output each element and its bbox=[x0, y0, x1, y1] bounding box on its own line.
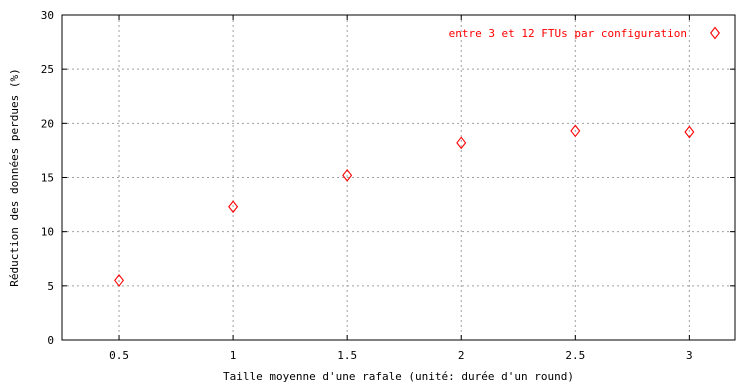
y-axis-title: Réduction des données perdues (%) bbox=[8, 68, 21, 287]
data-points bbox=[114, 124, 695, 287]
axis-ticks: 0 5 10 15 20 25 30 0.5 1 1.5 2 2.5 3 bbox=[41, 9, 735, 362]
x-tick-label: 3 bbox=[686, 349, 693, 362]
x-axis-title: Taille moyenne d'une rafale (unité: duré… bbox=[223, 370, 574, 383]
x-tick-label: 1.5 bbox=[337, 349, 357, 362]
data-point bbox=[342, 168, 353, 182]
y-tick-label: 5 bbox=[47, 280, 54, 293]
y-tick-label: 0 bbox=[47, 334, 54, 347]
legend-label-series-1: entre 3 et 12 FTUs par configuration bbox=[449, 27, 687, 40]
x-tick-label: 0.5 bbox=[109, 349, 129, 362]
x-tick-label: 2.5 bbox=[565, 349, 585, 362]
x-tick-label: 1 bbox=[230, 349, 237, 362]
data-point bbox=[570, 124, 581, 138]
y-tick-label: 10 bbox=[41, 226, 54, 239]
legend: entre 3 et 12 FTUs par configuration bbox=[449, 26, 720, 40]
data-point bbox=[684, 125, 695, 139]
y-tick-label: 15 bbox=[41, 172, 54, 185]
y-tick-label: 25 bbox=[41, 63, 54, 76]
legend-marker-series-1 bbox=[710, 26, 720, 40]
y-tick-label: 30 bbox=[41, 9, 54, 22]
x-tick-label: 2 bbox=[458, 349, 465, 362]
data-point bbox=[456, 136, 467, 150]
grid bbox=[62, 15, 735, 340]
data-point bbox=[228, 200, 239, 214]
data-point bbox=[114, 274, 125, 287]
y-tick-label: 20 bbox=[41, 117, 54, 130]
